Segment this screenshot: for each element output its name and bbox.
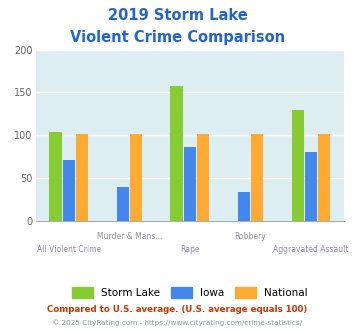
Legend: Storm Lake, Iowa, National: Storm Lake, Iowa, National (72, 287, 307, 298)
Text: 2019 Storm Lake: 2019 Storm Lake (108, 8, 247, 23)
Bar (116, 187, 129, 221)
Text: Murder & Mans...: Murder & Mans... (97, 232, 162, 241)
Bar (318, 134, 331, 221)
Bar (76, 134, 88, 221)
Bar (63, 160, 75, 221)
Bar (251, 134, 263, 221)
Text: Compared to U.S. average. (U.S. average equals 100): Compared to U.S. average. (U.S. average … (47, 305, 308, 314)
Text: © 2025 CityRating.com - https://www.cityrating.com/crime-statistics/: © 2025 CityRating.com - https://www.city… (53, 319, 302, 326)
Bar (130, 134, 142, 221)
Bar (170, 85, 183, 221)
Bar (305, 152, 317, 221)
Bar (184, 147, 196, 221)
Bar (49, 132, 62, 221)
Text: All Violent Crime: All Violent Crime (37, 245, 101, 254)
Text: Violent Crime Comparison: Violent Crime Comparison (70, 30, 285, 45)
Text: Rape: Rape (180, 245, 200, 254)
Text: Aggravated Assault: Aggravated Assault (273, 245, 349, 254)
Text: Robbery: Robbery (235, 232, 266, 241)
Bar (238, 192, 250, 221)
Bar (291, 110, 304, 221)
Bar (197, 134, 209, 221)
